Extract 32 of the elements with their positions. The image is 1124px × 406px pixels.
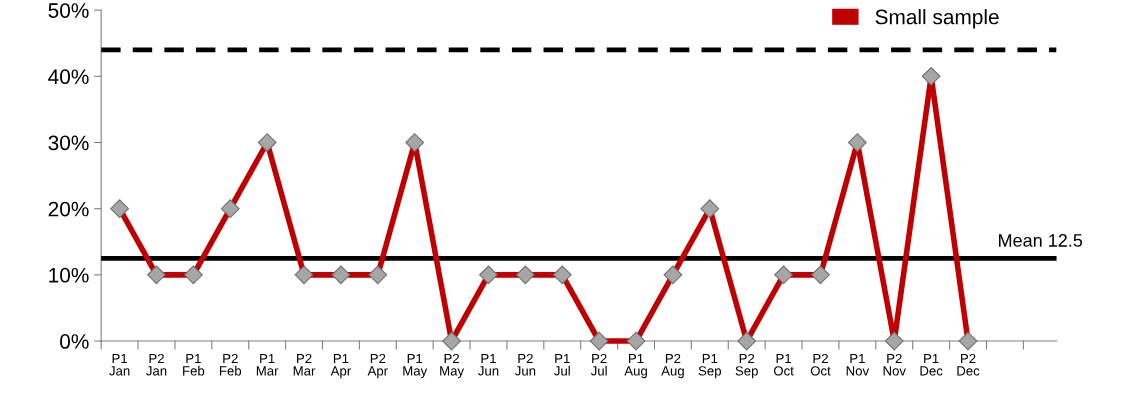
y-tick-label: 20% bbox=[48, 201, 89, 217]
x-tick-label: P2 Aug bbox=[661, 353, 684, 379]
x-tick-label: P1 Oct bbox=[773, 354, 794, 376]
y-tick-label: 40% bbox=[48, 69, 89, 85]
x-tick-label: P2 Sep bbox=[735, 353, 758, 379]
x-tick-label: P1 May bbox=[403, 354, 428, 379]
x-tick-label: P1 Aug bbox=[624, 354, 647, 379]
x-tick-label: P2 Jun bbox=[514, 353, 536, 376]
x-tick-label: P1 Apr bbox=[330, 354, 351, 379]
x-tick-label: P2 Mar bbox=[293, 353, 316, 376]
x-tick-label: P2 May bbox=[440, 353, 465, 379]
x-tick-label: P1 Jun bbox=[478, 354, 499, 376]
legend-label: Small sample bbox=[875, 9, 999, 29]
y-tick-label: 10% bbox=[49, 267, 89, 283]
x-tick-label: P1 Sep bbox=[698, 354, 721, 379]
x-tick-label: P1 Jan bbox=[109, 354, 130, 376]
x-tick-label: P2 Apr bbox=[367, 353, 388, 379]
x-tick-label: P2 Nov bbox=[883, 353, 906, 376]
x-tick-label: P1 Nov bbox=[846, 354, 870, 376]
x-tick-label: P1 Feb bbox=[183, 354, 205, 376]
x-tick-label: P2 Jan bbox=[146, 353, 167, 376]
x-tick-label: P2 Dec bbox=[957, 353, 980, 376]
y-tick-label: 0% bbox=[60, 334, 89, 349]
y-tick-label: 30% bbox=[48, 135, 89, 151]
ref-line-label: Mean 12.5 bbox=[999, 234, 1083, 247]
x-tick-label: P2 Jul bbox=[590, 353, 607, 376]
x-tick-label: P1 Mar bbox=[256, 354, 279, 376]
x-tick-label: P2 Oct bbox=[810, 353, 831, 376]
x-tick-label: P2 Feb bbox=[219, 353, 242, 376]
x-tick-label: P1 Dec bbox=[920, 354, 943, 376]
y-tick-label: 50% bbox=[48, 3, 89, 18]
x-tick-label: P1 Jul bbox=[554, 354, 570, 376]
